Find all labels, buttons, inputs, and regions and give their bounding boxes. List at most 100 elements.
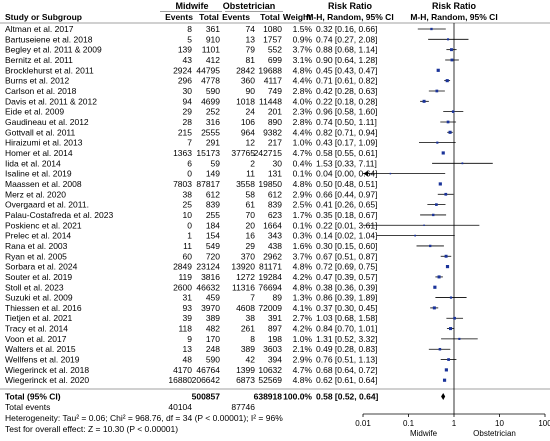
total1-cell: 248 [206, 344, 220, 354]
study-name: Thiessen et al. 2016 [5, 303, 82, 313]
point-estimate [441, 151, 445, 155]
study-name: Carlson et al. 2018 [5, 86, 77, 96]
total1-cell: 3970 [201, 303, 220, 313]
events2-cell: 11 [246, 169, 255, 179]
ci-cell: 0.71 [0.61, 0.82] [316, 76, 377, 86]
weight-cell: 2.8% [293, 86, 313, 96]
method-header: M-H, Random, 95% CI [306, 12, 393, 22]
ci-cell: 0.88 [0.68, 1.14] [316, 45, 377, 55]
total2-cell: 343 [268, 231, 282, 241]
total-ci-value: 0.58 [0.52, 0.64] [316, 392, 379, 402]
weight-cell: 1.3% [293, 293, 313, 303]
events2-cell: 1018 [236, 96, 255, 106]
study-effect [428, 89, 445, 93]
events1-cell: 296 [178, 76, 192, 86]
total1-cell: 590 [206, 355, 220, 365]
events2-cell: 74 [246, 24, 256, 34]
ci-cell: 1.53 [0.33, 7.11] [316, 158, 377, 168]
events2-cell: 2842 [236, 65, 255, 75]
table-row: Rana et al. 2003 11 549 29 438 1.6% 0.30 [0.15… [5, 241, 377, 251]
ci-cell: 0.62 [0.61, 0.64] [316, 375, 377, 385]
point-estimate [453, 316, 456, 320]
total2-cell: 89 [273, 293, 283, 303]
point-estimate [429, 244, 432, 248]
group2-header: Obstetrician [223, 1, 276, 11]
study-effect [438, 182, 442, 186]
weight-cell: 4.8% [293, 65, 313, 75]
events2-cell: 70 [246, 210, 256, 220]
point-estimate [414, 234, 416, 237]
study-name: Homer et al. 2014 [5, 148, 73, 158]
weight-cell: 4.4% [293, 127, 313, 137]
total1-cell: 46764 [196, 365, 220, 375]
events2-cell: 8 [250, 334, 255, 344]
total2-cell: 52569 [258, 375, 282, 385]
total2-cell: 9382 [263, 127, 282, 137]
point-estimate [448, 130, 452, 134]
study-effect [363, 224, 480, 227]
weight-cell: 3.1% [293, 55, 313, 65]
events1-cell: 5 [187, 34, 192, 44]
weight-cell: 3.7% [293, 251, 313, 261]
total1-cell: 720 [206, 251, 220, 261]
table-row: Tietjen et al. 2021 39 389 38 391 2.7% 1.03 [0… [5, 313, 377, 323]
point-estimate [422, 99, 426, 103]
weight-cell: 0.1% [293, 169, 313, 179]
total1-cell: 316 [206, 117, 220, 127]
total1-cell: 59 [211, 158, 221, 168]
study-name: Rana et al. 2003 [5, 241, 68, 251]
ci-cell: 0.74 [0.27, 2.08] [316, 34, 377, 44]
study-effect [445, 265, 450, 269]
study-name: Isaline et al. 2019 [5, 169, 72, 179]
point-estimate [449, 327, 453, 331]
total2-cell: 19688 [258, 65, 282, 75]
rr-plot-title: Risk Ratio [432, 1, 477, 11]
events2-cell: 81 [246, 55, 256, 65]
table-row: Wellfens et al. 2019 48 590 42 394 2.9% 0.76 [… [5, 355, 377, 365]
total2-cell: 552 [268, 45, 282, 55]
point-estimate [444, 192, 448, 196]
events1-cell: 8 [187, 24, 192, 34]
events2-cell: 1272 [236, 272, 255, 282]
ci-cell: 0.22 [0.01, 3.61] [316, 220, 377, 230]
table-row: Gaudineau et al. 2012 28 316 106 890 2.8% 0.74… [5, 117, 377, 127]
table-row: Bernitz et al. 2011 43 412 81 699 3.1% 0.90 [0… [5, 55, 377, 65]
study-name: Wellfens et al. 2019 [5, 355, 80, 365]
favours-right-label: Obstetrician [473, 429, 516, 438]
total2-cell: 438 [268, 241, 282, 251]
weight-cell: 2.3% [293, 107, 313, 117]
study-effect [420, 99, 429, 103]
total1-cell: 459 [206, 293, 220, 303]
events2-header: Events [222, 12, 250, 22]
weight-cell: 1.6% [293, 241, 313, 251]
total1-cell: 154 [206, 231, 220, 241]
favours-left-label: Midwife [410, 429, 438, 438]
total2-cell: 3603 [263, 344, 282, 354]
table-row: Carlson et al. 2018 30 590 90 749 2.8% 0.42 [0… [5, 86, 377, 96]
events2-cell: 12 [246, 138, 256, 148]
study-effect [416, 244, 444, 248]
study-effect [437, 192, 454, 196]
events2-cell: 964 [241, 127, 255, 137]
ci-cell: 0.41 [0.26, 0.65] [316, 200, 377, 210]
point-estimate [444, 368, 448, 372]
table-row: Begley et al. 2011 & 2009 139 1101 79 552 3.7… [5, 45, 377, 55]
study-effect [441, 337, 478, 340]
total2-cell: 19850 [258, 179, 282, 189]
table-row: Bartuseiene et al. 2018 5 910 13 1757 0.9% 0.7… [5, 34, 377, 44]
total2-cell: 19284 [258, 272, 282, 282]
weight-cell: 1.5% [293, 24, 313, 34]
events1-cell: 119 [178, 272, 192, 282]
total1-cell: 389 [206, 313, 220, 323]
total1-cell: 206642 [192, 375, 221, 385]
point-estimate [437, 275, 441, 279]
study-effect [417, 27, 446, 31]
total-weight-value: 100.0% [283, 392, 312, 402]
study-effect [433, 285, 437, 289]
events1-cell: 43 [183, 55, 193, 65]
events2-cell: 6873 [236, 375, 255, 385]
study-effect [435, 275, 443, 279]
events2-cell: 90 [246, 86, 256, 96]
events2-cell: 1399 [236, 365, 255, 375]
ci-cell: 0.72 [0.69, 0.75] [316, 262, 377, 272]
